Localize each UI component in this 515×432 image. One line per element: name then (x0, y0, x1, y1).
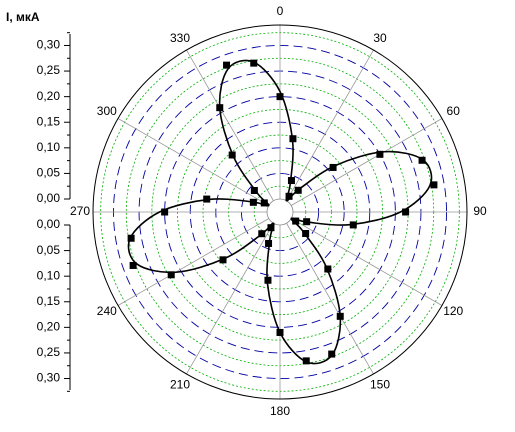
spoke (291, 218, 443, 306)
spoke (286, 49, 374, 201)
angle-label: 300 (97, 104, 117, 118)
data-point (265, 239, 273, 247)
data-point (302, 357, 310, 365)
angle-label: 330 (170, 31, 190, 45)
angle-label: 180 (270, 404, 290, 418)
data-point (250, 186, 258, 194)
data-point (402, 208, 410, 216)
y-axis-label: I, мкА (6, 10, 40, 24)
data-point (287, 177, 295, 185)
y-tick-label: 0,25 (37, 63, 61, 77)
y-tick-label: 0,10 (37, 140, 61, 154)
data-point (267, 224, 275, 232)
data-point (285, 192, 293, 200)
data-point (276, 93, 284, 101)
angle-label: 150 (370, 377, 390, 391)
y-tick-label: 0,00 (37, 191, 61, 205)
data-point (250, 59, 258, 67)
data-point (289, 135, 297, 143)
data-point (161, 208, 169, 216)
angle-label: 240 (97, 304, 117, 318)
angle-label: 270 (70, 204, 90, 218)
spoke (186, 49, 274, 201)
data-point (219, 256, 227, 264)
data-point (260, 199, 268, 207)
data-point (329, 163, 337, 171)
data-point (292, 217, 300, 225)
spoke (286, 223, 374, 375)
y-tick-label: 0,15 (37, 114, 61, 128)
y-tick-label: 0,05 (37, 243, 61, 257)
inner-circle (266, 198, 294, 226)
data-point (324, 265, 332, 273)
data-point (303, 218, 311, 226)
data-point (127, 234, 135, 242)
data-point (418, 156, 426, 164)
angle-label: 120 (443, 304, 463, 318)
data-point (203, 195, 211, 203)
data-point (294, 186, 302, 194)
data-point (129, 261, 137, 269)
y-tick-label: 0,30 (37, 38, 61, 52)
data-point (249, 198, 257, 206)
data-point (276, 328, 284, 336)
y-tick-label: 0,20 (37, 320, 61, 334)
y-tick-label: 0,15 (37, 294, 61, 308)
data-point (328, 350, 336, 358)
angle-label: 210 (170, 377, 190, 391)
angle-label: 60 (447, 104, 461, 118)
spoke (291, 118, 443, 206)
angle-label: 90 (473, 204, 487, 218)
data-point (264, 276, 272, 284)
y-tick-label: 0,25 (37, 345, 61, 359)
data-point (376, 150, 384, 158)
data-point (228, 151, 236, 159)
y-tick-label: 0,30 (37, 371, 61, 385)
outer-circle (92, 24, 468, 400)
spoke (117, 118, 269, 206)
data-point (258, 230, 266, 238)
angle-label: 0 (277, 4, 284, 18)
spoke (117, 218, 269, 306)
y-tick-label: 0,20 (37, 89, 61, 103)
angle-label: 30 (373, 31, 387, 45)
data-point (302, 230, 310, 238)
y-tick-label: 0,05 (37, 166, 61, 180)
spoke (186, 223, 274, 375)
data-point (336, 312, 344, 320)
y-tick-label: 0,00 (37, 217, 61, 231)
data-point (223, 61, 231, 69)
data-point (349, 221, 357, 229)
data-point (430, 181, 438, 189)
data-point (167, 271, 175, 279)
y-tick-label: 0,10 (37, 268, 61, 282)
data-point (216, 104, 224, 112)
